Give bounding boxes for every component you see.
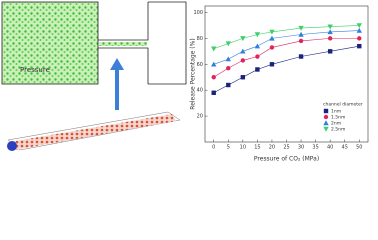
marker (327, 49, 333, 54)
y-tick-label: 20 (197, 114, 203, 120)
x-tick-label: 5 (227, 145, 230, 151)
x-tick-label: 30 (298, 145, 304, 151)
marker (323, 126, 329, 132)
x-tick-label: 45 (342, 145, 348, 151)
marker (255, 54, 260, 59)
y-tick-label: 60 (197, 62, 203, 68)
legend-label: 1nm (331, 109, 341, 115)
y-axis-label: Release Percentage (%) (190, 38, 197, 109)
figure: Pressure 20 40 60 80 100 0 5 10 15 20 25 30 35 40 45 50… (1, 1, 369, 163)
marker (255, 67, 260, 72)
nanotube (10, 114, 176, 150)
y-tick-label: 40 (197, 88, 203, 94)
series-line (213, 25, 360, 50)
marker (240, 36, 246, 42)
marker (357, 43, 362, 49)
marker (323, 114, 329, 120)
gas-reservoir (1, 1, 99, 85)
marker (298, 54, 304, 59)
x-tick-label: 15 (254, 145, 260, 151)
legend-title: channel diameter (323, 102, 363, 108)
marker (225, 56, 231, 62)
x-tick-label: 10 (240, 145, 246, 151)
x-tick-label: 20 (269, 145, 275, 151)
marker (327, 29, 333, 35)
x-axis-label: Pressure of CO₂ (MPa) (254, 156, 319, 163)
marker (211, 75, 216, 80)
marker (323, 120, 329, 126)
marker (226, 82, 231, 88)
marker (254, 32, 261, 38)
marker (357, 36, 362, 41)
marker (211, 61, 217, 67)
x-tick-label: 35 (312, 145, 318, 151)
x-tick-label: 40 (327, 145, 333, 151)
legend-label: 1.5nm (331, 115, 345, 121)
x-tick-label: 50 (356, 145, 362, 151)
marker (269, 29, 275, 35)
y-tick-label: 100 (193, 10, 203, 16)
marker (269, 45, 275, 50)
marker (327, 36, 333, 41)
x-tick-label: 25 (283, 145, 289, 151)
legend-label: 2.5nm (331, 127, 345, 133)
series-line (213, 30, 360, 65)
marker (356, 27, 362, 33)
chart: 20 40 60 80 100 0 5 10 15 20 25 30 35 40 45 50 Pressure … (190, 5, 369, 163)
marker (327, 24, 333, 30)
marker (240, 75, 246, 80)
marker (298, 25, 304, 31)
x-tick-label: 0 (212, 145, 215, 151)
marker (298, 38, 304, 44)
marker (240, 48, 246, 54)
y-tick-label: 80 (197, 36, 203, 42)
plug (7, 141, 17, 151)
arrow (110, 58, 124, 110)
pressure-label: Pressure (20, 66, 50, 74)
marker (240, 58, 246, 63)
marker (323, 108, 329, 114)
marker (226, 65, 231, 71)
marker (211, 90, 216, 95)
legend-label: 2nm (331, 121, 341, 127)
marker (211, 46, 217, 52)
channel (98, 1, 187, 85)
marker (298, 31, 304, 37)
marker (254, 43, 261, 49)
marker (269, 62, 275, 67)
series-line (213, 45, 360, 94)
channel-gas (99, 42, 147, 46)
marker (269, 35, 275, 41)
marker (225, 41, 231, 47)
marker (356, 23, 362, 29)
illustration: Pressure (1, 1, 187, 151)
series-line (213, 38, 360, 78)
